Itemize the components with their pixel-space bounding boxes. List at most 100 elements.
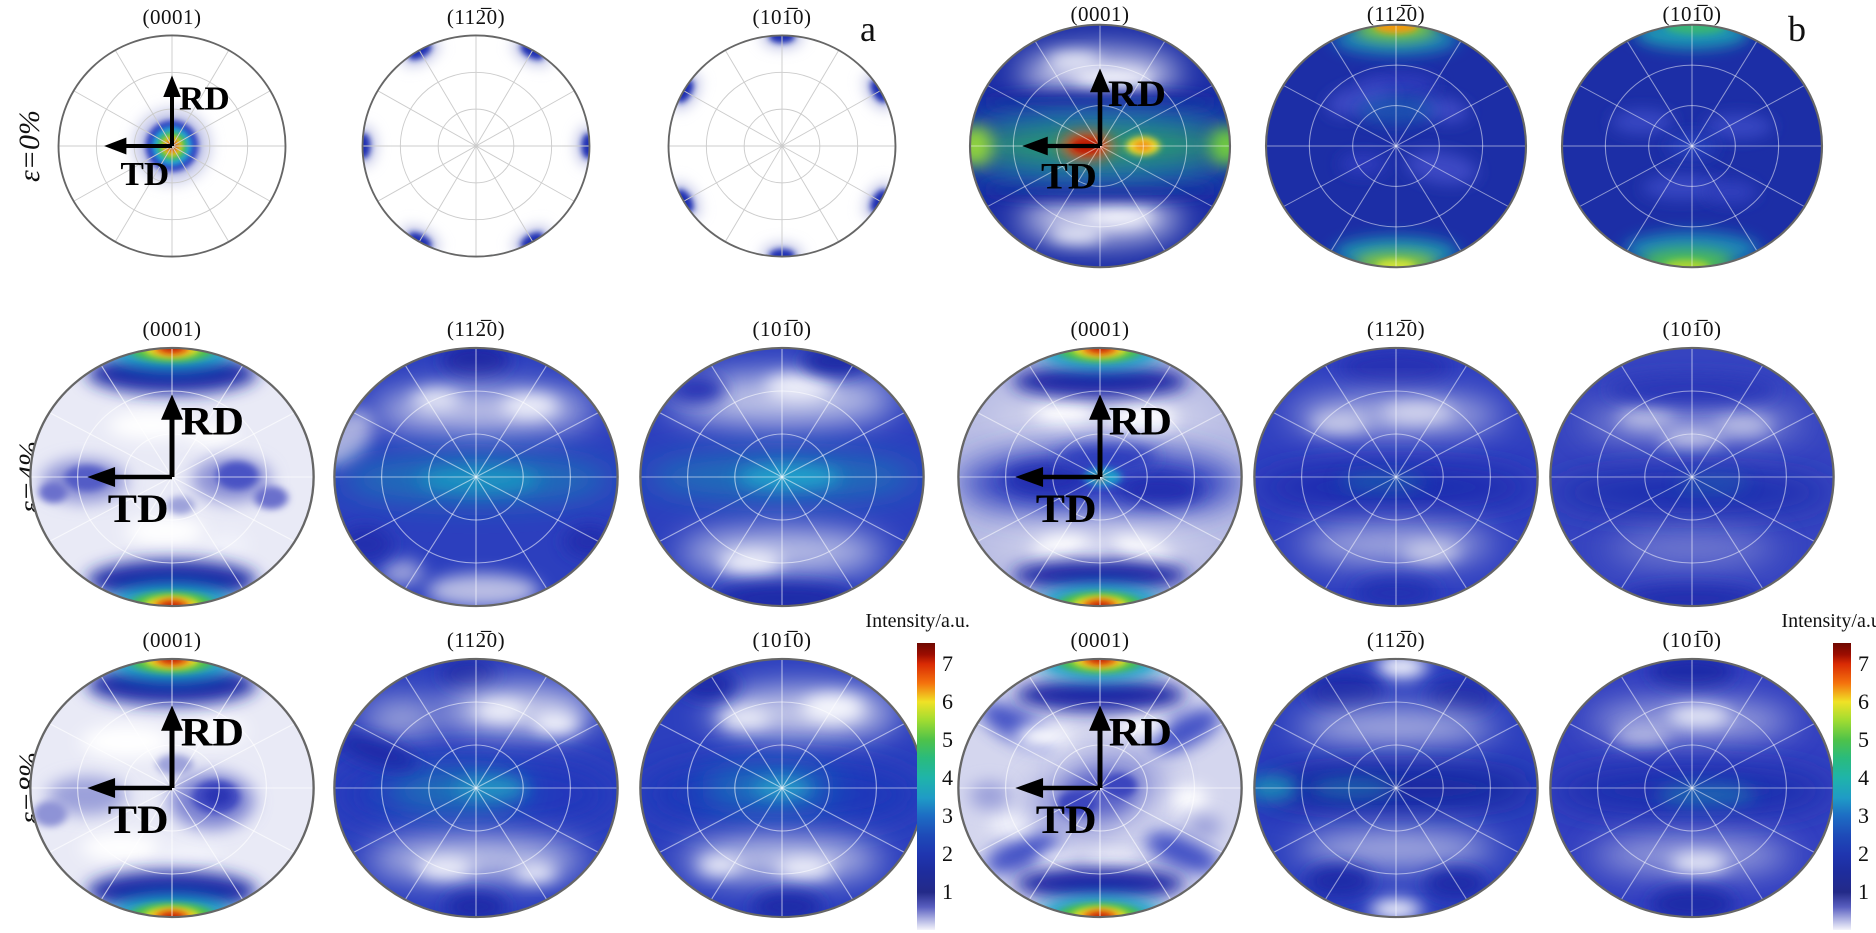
- colorbar-tick-3: 3: [1858, 803, 1869, 829]
- polar-grid: [1550, 658, 1834, 918]
- pole-figure-title: (0001): [142, 5, 202, 29]
- td-arrow-icon: [1022, 136, 1100, 156]
- pole-figure-title: (0001): [142, 628, 202, 652]
- pole-figure-title: (112̅0): [1366, 317, 1426, 341]
- pole-figure-p0r0c0-0001: RD TD: [55, 32, 289, 260]
- polar-grid: [640, 658, 924, 918]
- rd-axis-label: RD: [181, 400, 244, 444]
- td-arrow-icon: [1015, 778, 1100, 798]
- td-axis-label: TD: [1036, 488, 1097, 532]
- pole-figure-p0r2c1-1120: [330, 655, 622, 921]
- rd-td-axes: RD TD: [1015, 394, 1172, 532]
- colorbar-gradient: [917, 643, 935, 930]
- pole-figure-title: (0001): [142, 317, 202, 341]
- pole-figure-p1r1c2-1010: [1546, 344, 1838, 610]
- td-axis-label: TD: [1041, 156, 1097, 197]
- pole-figure-title: (0001): [1070, 628, 1130, 652]
- polar-grid: [668, 35, 896, 257]
- rd-arrow-icon: [1089, 68, 1111, 146]
- pole-figure-p1r1c1-1120: [1250, 344, 1542, 610]
- colorbar-tick-6: 6: [1858, 688, 1869, 714]
- rd-arrow-icon: [1089, 705, 1111, 788]
- td-axis-label: TD: [121, 155, 170, 193]
- pole-figure-title: (112̅0): [446, 5, 506, 29]
- pole-figure-p1r1c0-0001: RD TD: [954, 344, 1246, 610]
- td-arrow-icon: [104, 137, 172, 155]
- panel-label-b: b: [1788, 9, 1806, 49]
- colorbar-title: Intensity/a.u.: [1781, 610, 1876, 632]
- polar-grid: [640, 347, 924, 607]
- pole-figure-title: (112̅0): [1366, 628, 1426, 652]
- pole-figure-title: (101̅0): [1662, 317, 1722, 341]
- rd-td-axes: RD TD: [87, 394, 244, 532]
- polar-grid: [334, 658, 618, 918]
- colorbar-tick-6: 6: [942, 688, 953, 714]
- pole-figure-p0r1c0-0001: RD TD: [26, 344, 318, 610]
- colorbar-gradient: [1833, 643, 1851, 930]
- rd-arrow-icon: [1089, 394, 1111, 477]
- polar-grid: [1254, 658, 1538, 918]
- rd-td-axes: RD TD: [87, 705, 244, 843]
- pole-figure-title: (101̅0): [1662, 2, 1722, 26]
- panel-label-a: a: [860, 9, 876, 49]
- pole-figure-p0r1c2-1010: [636, 344, 928, 610]
- colorbar-tick-5: 5: [942, 727, 953, 752]
- colorbar-tick-7: 7: [1858, 650, 1869, 676]
- colorbar-tick-5: 5: [1858, 727, 1869, 752]
- pole-figure-title: (112̅0): [446, 628, 506, 652]
- pole-figure-p1r2c1-1120: [1250, 655, 1542, 921]
- td-arrow-icon: [87, 467, 172, 487]
- pole-figure-p1r0c0-0001: RD TD: [966, 21, 1234, 271]
- colorbar-tick-1: 1: [1858, 879, 1869, 905]
- colorbar-b: Intensity/a.u. 7 6 5 4 3 2 1: [1774, 610, 1876, 933]
- rd-arrow-icon: [163, 75, 181, 146]
- pole-figure-p1r0c1-1120: [1262, 21, 1530, 271]
- colorbar-tick-2: 2: [1858, 840, 1869, 866]
- pole-figure-p0r2c0-0001: RD TD: [26, 655, 318, 921]
- colorbar-tick-4: 4: [1858, 764, 1869, 790]
- rd-axis-label: RD: [179, 80, 230, 118]
- pole-figure-title: (112̅0): [446, 317, 506, 341]
- pole-figure-title: (0001): [1070, 317, 1130, 341]
- rd-arrow-icon: [161, 394, 183, 477]
- rd-axis-label: RD: [1108, 73, 1166, 114]
- pole-figure-title: (112̅0): [1366, 2, 1426, 26]
- rd-td-axes: RD TD: [1022, 68, 1166, 197]
- rd-td-axes: RD TD: [1015, 705, 1172, 843]
- colorbar-tick-4: 4: [942, 764, 953, 790]
- td-axis-label: TD: [108, 488, 169, 532]
- td-arrow-icon: [1015, 467, 1100, 487]
- rd-axis-label: RD: [181, 711, 244, 755]
- pole-figure-title: (0001): [1070, 2, 1130, 26]
- polar-grid: [1254, 347, 1538, 607]
- td-arrow-icon: [87, 778, 172, 798]
- pole-figure-title: (101̅0): [752, 317, 812, 341]
- colorbar-tick-3: 3: [942, 803, 953, 829]
- polar-grid: [334, 347, 618, 607]
- pole-figure-p0r0c1-1120: [359, 32, 593, 260]
- pole-figure-p1r0c2-1010: [1558, 21, 1826, 271]
- rd-axis-label: RD: [1109, 711, 1172, 755]
- colorbar-a: Intensity/a.u. 7 6 5 4 3 2 1: [858, 610, 1008, 933]
- rd-axis-label: RD: [1109, 400, 1172, 444]
- pole-figure-title: (101̅0): [752, 5, 812, 29]
- pole-figure-title: (101̅0): [752, 628, 812, 652]
- row-label-strain-0: ε=0%: [13, 109, 46, 183]
- polar-grid: [1266, 24, 1526, 268]
- colorbar-tick-2: 2: [942, 840, 953, 866]
- pole-figure-p0r2c2-1010: [636, 655, 928, 921]
- td-axis-label: TD: [1036, 799, 1097, 843]
- pole-figure-p0r1c1-1120: [330, 344, 622, 610]
- pole-figure-title: (101̅0): [1662, 628, 1722, 652]
- polar-grid: [1550, 347, 1834, 607]
- polar-grid: [362, 35, 590, 257]
- td-axis-label: TD: [108, 799, 169, 843]
- polar-grid: [1562, 24, 1822, 268]
- pole-figure-p1r2c0-0001: RD TD: [954, 655, 1246, 921]
- colorbar-tick-1: 1: [942, 879, 953, 905]
- rd-arrow-icon: [161, 705, 183, 788]
- colorbar-tick-7: 7: [942, 650, 953, 676]
- colorbar-title: Intensity/a.u.: [865, 610, 970, 632]
